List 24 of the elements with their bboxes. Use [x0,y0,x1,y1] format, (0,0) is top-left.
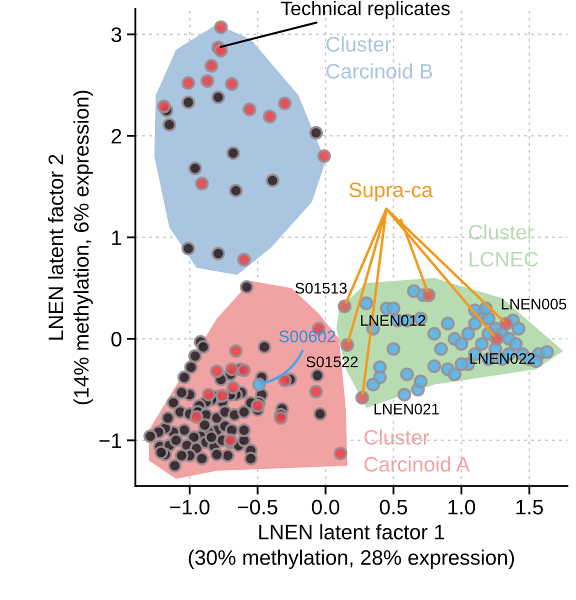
y-tick-label: 1 [112,230,122,245]
data-label: S01513 [295,282,347,294]
data-label: LNEN021 [374,404,439,414]
annotation: Supra-ca [349,182,433,202]
annotation: Technical replicates [281,1,450,20]
x-tick-label: −0.5 [238,500,278,514]
data-label: S01522 [306,356,358,368]
annotation: S00602 [279,330,336,342]
y-tick-label: 2 [112,128,122,144]
annotation: Cluster Carcinoid A [364,429,470,472]
data-label: LNEN022 [470,353,535,364]
x-tick-label: 0.0 [312,500,340,514]
x-axis-title: LNEN latent factor 1 (30% methylation, 28% expression) [188,524,514,570]
x-tick-label: 0.5 [380,500,408,514]
y-axis-title: LNEN latent factor 2 (14% methylation, 6% expression) [48,90,93,404]
annotation: Cluster Carcinoid B [326,36,432,79]
x-tick-label: 1.5 [516,500,543,514]
data-label: LNEN005 [502,298,566,310]
y-tick-label: 0 [111,332,122,347]
annotation: Cluster LCNEC [469,224,538,267]
x-tick-label: 1.0 [448,500,476,514]
x-tick-label: −1.0 [170,500,210,514]
y-tick-label: 3 [111,27,122,42]
y-tick-label: −1 [99,434,122,448]
